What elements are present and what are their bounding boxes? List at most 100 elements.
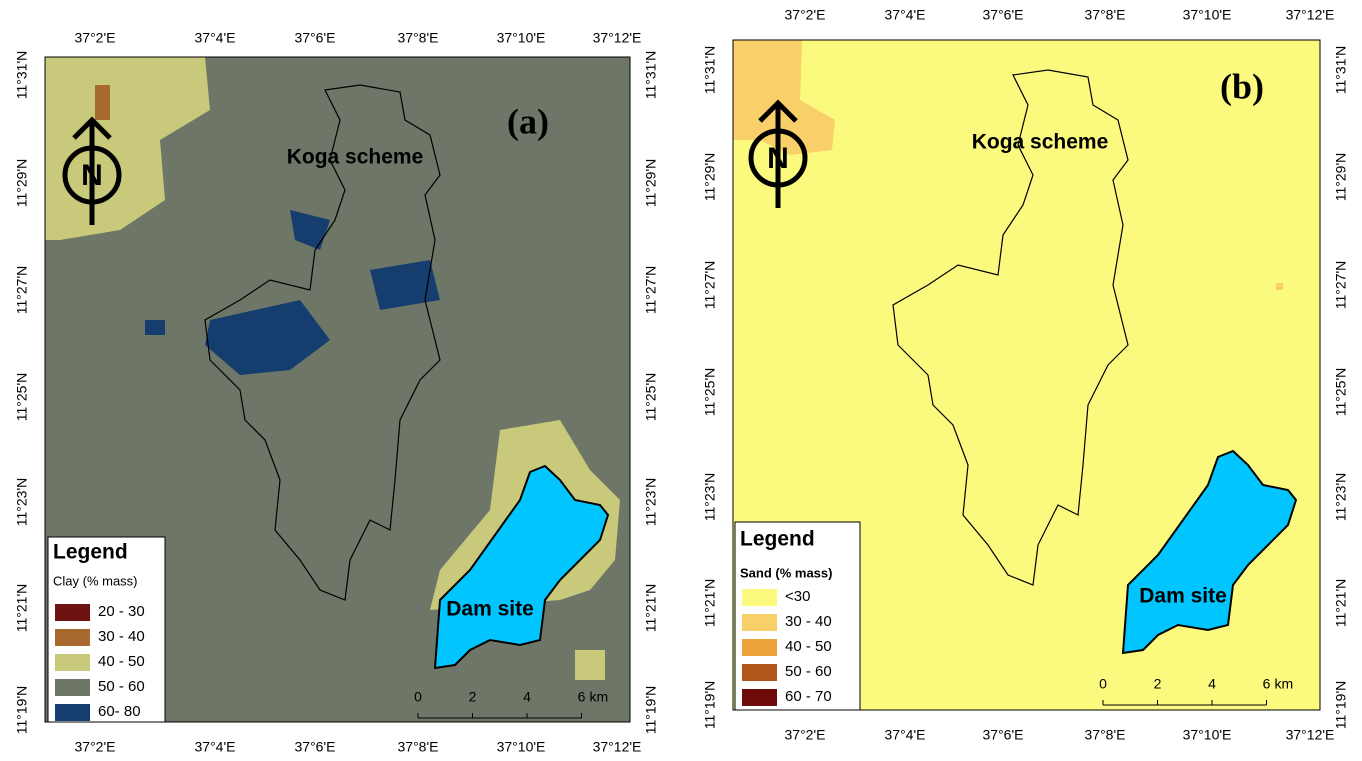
x-tick-label: 37°2'E: [785, 7, 826, 23]
x-tick-label: 37°10'E: [1183, 7, 1232, 23]
x-tick-label: 37°10'E: [1183, 727, 1232, 743]
scale-unit: km: [590, 689, 609, 705]
legend-swatch: [55, 604, 90, 621]
scale-label: 4: [523, 689, 531, 705]
x-tick-label: 37°12'E: [1286, 7, 1335, 23]
x-tick-label: 37°4'E: [195, 30, 236, 46]
y-tick-label: 11°25'N: [643, 373, 659, 422]
legend-swatch: [742, 639, 777, 656]
soil-patch: [575, 650, 605, 680]
scale-label: 2: [469, 689, 477, 705]
x-tick-label: 37°8'E: [1085, 727, 1126, 743]
y-tick-label: 11°31'N: [14, 51, 30, 100]
legend-swatch: [742, 614, 777, 631]
legend-swatch: [55, 679, 90, 696]
legend-swatch: [742, 589, 777, 606]
figure: 37°2'E 37°2'E 37°4'E 37°4'E 37°6'E 37°6'E 37°8…: [0, 0, 1362, 761]
y-tick-label: 11°21'N: [1333, 579, 1349, 628]
x-tick-label: 37°8'E: [1085, 7, 1126, 23]
y-tick-label: 11°23'N: [1333, 473, 1349, 522]
y-tick-label: 11°25'N: [702, 368, 718, 417]
legend-label: 30 - 40: [785, 613, 832, 630]
y-tick-label: 11°27'N: [1333, 261, 1349, 310]
legend-title: Legend: [53, 541, 128, 564]
scale-unit: km: [1275, 676, 1294, 692]
map-panel: 37°2'E 37°2'E 37°4'E 37°4'E 37°6'E 37°6'E 37°8…: [702, 7, 1349, 743]
x-tick-label: 37°2'E: [75, 30, 116, 46]
y-tick-label: 11°19'N: [702, 681, 718, 730]
y-tick-label: 11°27'N: [643, 266, 659, 315]
x-tick-label: 37°12'E: [1286, 727, 1335, 743]
scale-label: 0: [1099, 676, 1107, 692]
legend-label: 60 - 70: [785, 688, 832, 705]
scale-label: 0: [414, 689, 422, 705]
y-tick-label: 11°21'N: [643, 584, 659, 633]
legend-subtitle: Sand (% mass): [740, 565, 832, 580]
y-tick-label: 11°31'N: [643, 51, 659, 100]
x-tick-label: 37°6'E: [983, 7, 1024, 23]
y-tick-label: 11°23'N: [702, 473, 718, 522]
soil-patch: [95, 85, 110, 120]
y-tick-label: 11°29'N: [14, 159, 30, 208]
y-tick-label: 11°21'N: [702, 579, 718, 628]
legend-swatch: [55, 704, 90, 721]
y-tick-label: 11°25'N: [14, 373, 30, 422]
legend-title: Legend: [740, 528, 815, 551]
soil-patch: [1276, 283, 1283, 290]
legend-label: <30: [785, 588, 810, 605]
x-tick-label: 37°2'E: [75, 739, 116, 755]
y-tick-label: 11°27'N: [14, 266, 30, 315]
x-tick-label: 37°10'E: [497, 739, 546, 755]
map-panel: 37°2'E 37°2'E 37°4'E 37°4'E 37°6'E 37°6'E 37°8…: [14, 30, 659, 755]
y-tick-label: 11°19'N: [643, 686, 659, 735]
y-tick-label: 11°23'N: [643, 478, 659, 527]
x-tick-label: 37°4'E: [885, 7, 926, 23]
legend-swatch: [742, 664, 777, 681]
legend-label: 50 - 60: [98, 678, 145, 695]
y-tick-label: 11°31'N: [702, 46, 718, 95]
legend-label: 30 - 40: [98, 628, 145, 645]
x-tick-label: 37°8'E: [398, 30, 439, 46]
y-tick-label: 11°29'N: [702, 153, 718, 202]
legend-swatch: [742, 689, 777, 706]
x-tick-label: 37°6'E: [983, 727, 1024, 743]
page: {"panels": [ {"label": "(a)", "x_ticks":…: [0, 0, 1362, 761]
scale-label: 4: [1208, 676, 1216, 692]
x-tick-label: 37°6'E: [295, 30, 336, 46]
legend-label: 60- 80: [98, 703, 141, 720]
legend-label: 50 - 60: [785, 663, 832, 680]
legend-label: 40 - 50: [98, 653, 145, 670]
y-tick-label: 11°27'N: [702, 261, 718, 310]
x-tick-label: 37°8'E: [398, 739, 439, 755]
legend-subtitle: Clay (% mass): [53, 573, 138, 588]
x-tick-label: 37°2'E: [785, 727, 826, 743]
scale-label: 2: [1154, 676, 1162, 692]
x-tick-label: 37°12'E: [593, 30, 642, 46]
legend-label: 40 - 50: [785, 638, 832, 655]
scale-label: 6: [1263, 676, 1271, 692]
y-tick-label: 11°19'N: [14, 686, 30, 735]
y-tick-label: 11°21'N: [14, 584, 30, 633]
x-tick-label: 37°6'E: [295, 739, 336, 755]
x-tick-label: 37°4'E: [885, 727, 926, 743]
scale-label: 6: [578, 689, 586, 705]
dam-label: Dam site: [446, 598, 534, 621]
y-tick-label: 11°19'N: [1333, 681, 1349, 730]
y-tick-label: 11°31'N: [1333, 46, 1349, 95]
y-tick-label: 11°29'N: [643, 159, 659, 208]
legend-label: 20 - 30: [98, 603, 145, 620]
panel-label: (b): [1220, 66, 1264, 106]
x-tick-label: 37°12'E: [593, 739, 642, 755]
scheme-label: Koga scheme: [287, 146, 424, 169]
north-label: N: [767, 142, 789, 175]
x-tick-label: 37°10'E: [497, 30, 546, 46]
x-tick-label: 37°4'E: [195, 739, 236, 755]
y-tick-label: 11°29'N: [1333, 153, 1349, 202]
y-tick-label: 11°25'N: [1333, 368, 1349, 417]
soil-patch: [145, 320, 165, 335]
north-label: N: [81, 159, 103, 192]
legend-swatch: [55, 654, 90, 671]
y-tick-label: 11°23'N: [14, 478, 30, 527]
legend-swatch: [55, 629, 90, 646]
panel-label: (a): [507, 101, 549, 141]
